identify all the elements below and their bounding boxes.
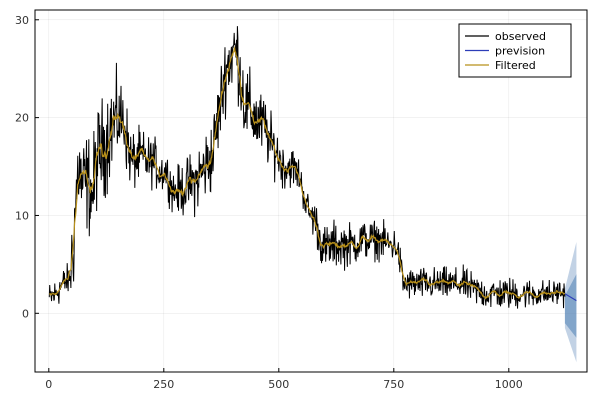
x-tick-label: 750 bbox=[383, 378, 404, 391]
series-line-prevision bbox=[564, 293, 577, 302]
y-tick-label: 20 bbox=[15, 112, 29, 125]
legend-entry: prevision bbox=[495, 45, 545, 58]
y-axis-ticks: 0 10 20 30 bbox=[15, 14, 39, 320]
forecast-interval-band bbox=[564, 274, 577, 338]
series-line-observed bbox=[48, 26, 566, 309]
legend-entry: Filtered bbox=[495, 59, 536, 72]
y-tick-label: 30 bbox=[15, 14, 29, 27]
x-tick-label: 250 bbox=[153, 378, 174, 391]
forecast-intervals bbox=[564, 241, 577, 363]
x-tick-label: 500 bbox=[268, 378, 289, 391]
x-axis-ticks: 0 250 500 750 1000 bbox=[45, 368, 523, 391]
x-tick-label: 0 bbox=[45, 378, 52, 391]
series-line-filtered bbox=[49, 45, 566, 300]
x-tick-label: 1000 bbox=[495, 378, 523, 391]
y-tick-label: 10 bbox=[15, 209, 29, 222]
legend-entry: observed bbox=[495, 30, 546, 43]
plot-frame bbox=[34, 9, 588, 373]
plot-area bbox=[34, 9, 588, 373]
y-tick-label: 0 bbox=[22, 307, 29, 320]
chart-grid bbox=[35, 10, 587, 372]
